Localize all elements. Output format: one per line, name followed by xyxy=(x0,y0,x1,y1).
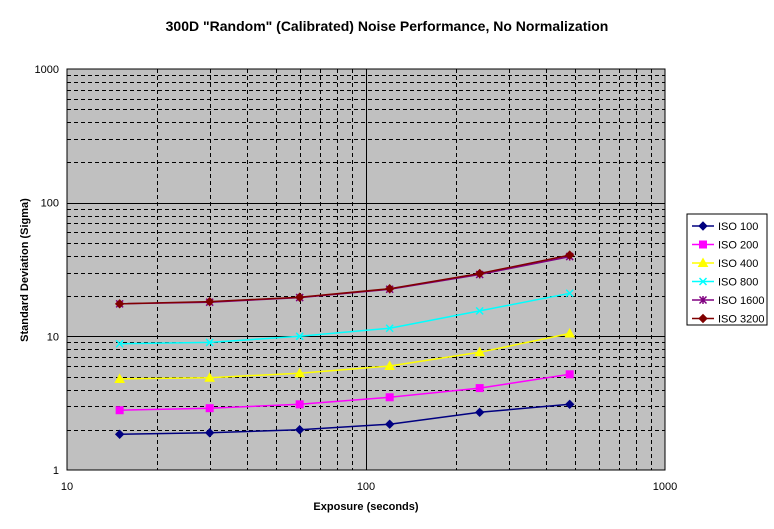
legend-label: ISO 100 xyxy=(718,221,758,233)
legend-box xyxy=(686,213,768,326)
data-point xyxy=(474,346,486,357)
data-point xyxy=(294,425,305,435)
data-point xyxy=(385,393,394,402)
legend-item: ISO 1600 xyxy=(692,295,764,307)
legend-marker xyxy=(698,277,708,286)
x-tick-label: 100 xyxy=(357,481,375,493)
legend-marker xyxy=(698,221,708,231)
legend-marker xyxy=(697,257,709,267)
legend-item: ISO 3200 xyxy=(692,314,764,326)
legend-item: ISO 200 xyxy=(692,240,758,252)
data-point xyxy=(565,289,574,298)
data-point xyxy=(294,367,306,378)
series-iso-200 xyxy=(115,370,574,415)
data-point xyxy=(205,404,214,413)
data-point xyxy=(294,292,305,302)
plot-area-border xyxy=(66,68,666,471)
data-point xyxy=(475,306,484,315)
data-point xyxy=(295,400,304,409)
data-point xyxy=(474,268,485,279)
series-layer xyxy=(114,250,576,439)
data-point xyxy=(564,250,575,260)
legend-item: ISO 800 xyxy=(692,277,758,289)
y-tick-label: 100 xyxy=(41,198,59,210)
legend-marker xyxy=(699,240,707,249)
series-iso-100 xyxy=(114,399,575,439)
legend-label: ISO 1600 xyxy=(718,295,764,307)
y-axis-title: Standard Deviation (Sigma) xyxy=(19,198,31,342)
data-point xyxy=(384,419,395,429)
data-point xyxy=(204,372,216,382)
data-point xyxy=(475,384,484,393)
data-point xyxy=(564,399,575,410)
data-point xyxy=(114,299,125,309)
legend-label: ISO 200 xyxy=(718,240,758,252)
data-point xyxy=(295,332,304,341)
data-point xyxy=(564,327,576,338)
series-iso-800 xyxy=(115,289,574,348)
data-point xyxy=(114,373,126,383)
data-point xyxy=(204,296,215,307)
data-point xyxy=(114,429,125,439)
grid-lines xyxy=(67,69,665,470)
series-line xyxy=(119,292,570,345)
legend-label: ISO 800 xyxy=(718,277,758,289)
series-line xyxy=(119,373,570,411)
x-tick-label: 10 xyxy=(61,481,73,493)
series-iso-400 xyxy=(114,327,576,383)
legend-marker xyxy=(698,313,708,324)
legend-item: ISO 400 xyxy=(692,257,758,270)
series-line xyxy=(119,403,570,436)
x-axis-title: Exposure (seconds) xyxy=(313,501,418,513)
y-tick-label: 10 xyxy=(47,331,59,343)
x-tick-label: 1000 xyxy=(653,481,677,493)
data-point xyxy=(565,370,574,379)
legend: ISO 100 ISO 200 ISO 400 ISO 800 ISO 1600 ISO … xyxy=(686,213,768,326)
data-point xyxy=(385,324,394,333)
series-line xyxy=(119,254,570,305)
data-point xyxy=(115,406,124,415)
series-line xyxy=(119,332,570,380)
legend-label: ISO 3200 xyxy=(718,314,764,326)
chart-title: 300D "Random" (Calibrated) Noise Perform… xyxy=(166,18,609,34)
legend-marker xyxy=(698,295,708,305)
data-point xyxy=(204,428,215,438)
legend-label: ISO 400 xyxy=(718,258,758,270)
data-point xyxy=(205,338,214,347)
data-point xyxy=(384,360,396,370)
data-point xyxy=(115,339,124,348)
y-tick-label: 1 xyxy=(53,465,59,477)
data-point xyxy=(384,284,395,294)
data-point xyxy=(474,407,485,418)
y-tick-label: 1000 xyxy=(35,64,59,76)
legend-item: ISO 100 xyxy=(692,221,758,233)
series-iso-3200 xyxy=(114,250,575,309)
